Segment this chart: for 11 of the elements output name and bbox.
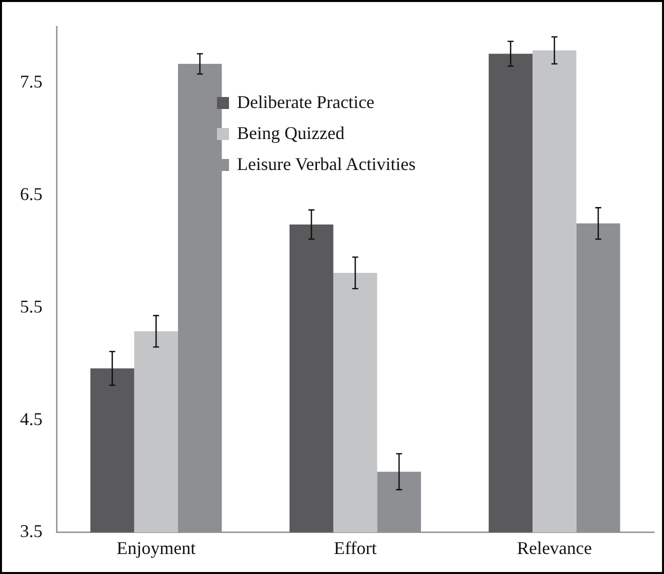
legend-label: Deliberate Practice — [237, 92, 374, 113]
x-tick-label: Relevance — [516, 538, 592, 558]
y-tick-label: 7.5 — [20, 72, 42, 92]
y-tick-label: 5.5 — [20, 296, 42, 316]
y-tick-label: 6.5 — [20, 184, 42, 204]
y-tick-label: 4.5 — [20, 408, 42, 429]
legend-label: Being Quizzed — [237, 123, 344, 144]
y-tick-label: 3.5 — [20, 521, 42, 542]
x-tick-label: Effort — [334, 538, 377, 558]
legend-label: Leisure Verbal Activities — [237, 154, 416, 175]
x-tick-label: Enjoyment — [116, 538, 196, 558]
